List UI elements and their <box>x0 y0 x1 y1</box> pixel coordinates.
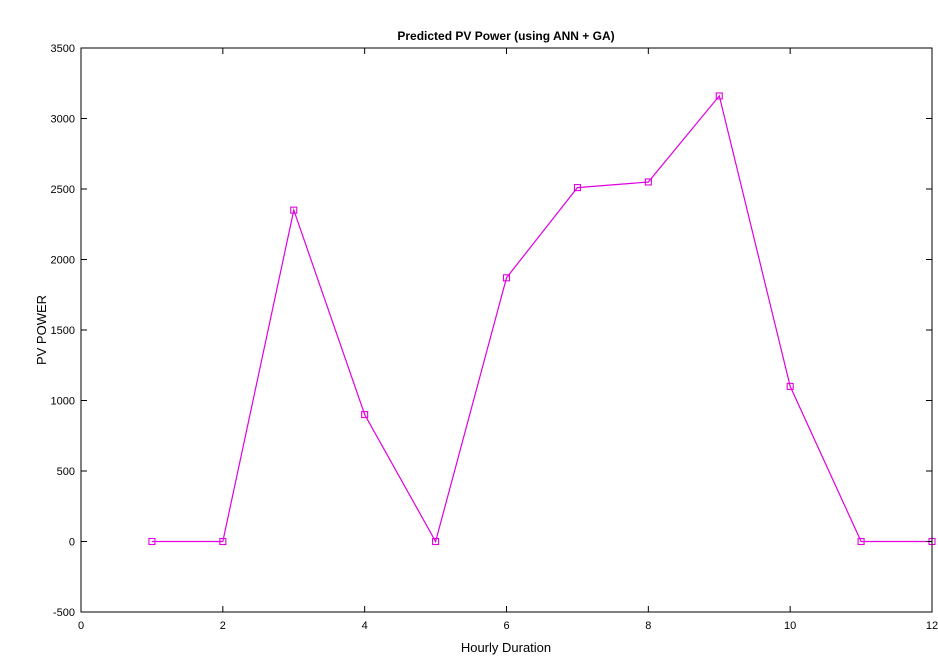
data-point-marker <box>219 537 227 546</box>
y-tick-label: 3000 <box>51 114 75 126</box>
x-tick-label: 12 <box>926 620 938 632</box>
data-point-marker <box>148 537 156 546</box>
y-tick-label: 2000 <box>51 255 75 267</box>
y-tick-label: 500 <box>57 466 75 478</box>
y-tick-label: 3500 <box>51 43 75 55</box>
y-tick-label: 2500 <box>51 184 75 196</box>
y-axis-title: PV POWER <box>34 295 49 365</box>
x-tick-label: 8 <box>645 620 651 632</box>
data-point-marker <box>290 206 298 214</box>
x-tick-label: 6 <box>503 620 509 632</box>
chart-title: Predicted PV Power (using ANN + GA) <box>397 29 614 43</box>
data-point-marker <box>502 274 511 282</box>
x-tick-label: 10 <box>784 620 796 632</box>
x-tick-label: 4 <box>362 620 368 632</box>
chart-marks <box>148 92 936 546</box>
y-tick-label: 1000 <box>51 396 75 408</box>
y-tick-label: 1500 <box>51 325 75 337</box>
data-point-marker <box>644 178 652 186</box>
data-point-marker <box>361 411 369 419</box>
data-point-marker <box>432 537 440 546</box>
plot-area-background <box>81 48 932 612</box>
y-tick-label: -500 <box>53 607 75 619</box>
data-point-marker <box>857 537 865 546</box>
x-tick-label: 0 <box>78 620 84 632</box>
y-tick-label: 0 <box>69 537 75 549</box>
x-axis-title: Hourly Duration <box>461 640 551 655</box>
x-tick-label: 2 <box>220 620 226 632</box>
data-point-marker <box>786 382 794 390</box>
data-point-marker <box>573 184 581 192</box>
axis-ticks: 0 2 4 6 8 10 12-500050010001500200025003000350… <box>51 43 938 632</box>
series-line <box>151 94 932 544</box>
data-point-marker <box>715 92 723 100</box>
